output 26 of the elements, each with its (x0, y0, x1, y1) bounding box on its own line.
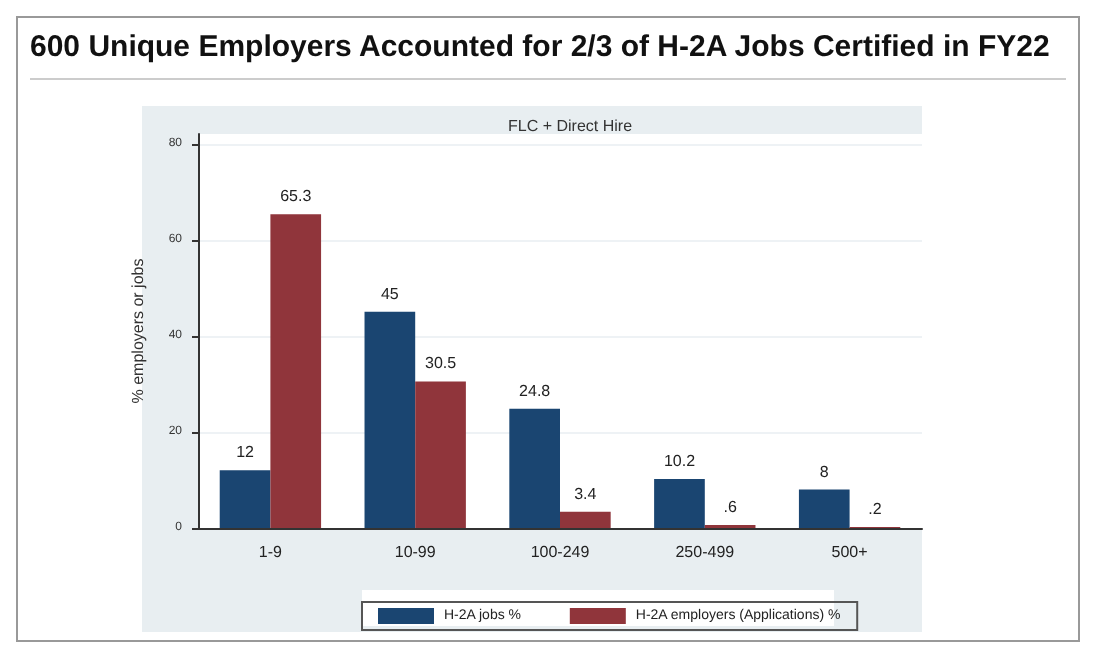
bar (654, 478, 705, 528)
data-label: 12 (236, 443, 256, 462)
y-axis-title: % employers or jobs (129, 258, 147, 404)
data-label: 3.4 (574, 484, 598, 503)
bar (415, 381, 466, 528)
x-tick-label: 500+ (831, 543, 869, 561)
data-label: 10.2 (663, 451, 697, 470)
data-label: 45 (380, 284, 400, 303)
data-label: 30.5 (424, 354, 458, 373)
data-label: .2 (868, 500, 883, 519)
x-tick-label: 10-99 (394, 543, 437, 561)
bar (798, 489, 850, 528)
data-label: .6 (723, 498, 738, 517)
data-label: 24.8 (519, 381, 552, 400)
bar (560, 511, 611, 528)
x-tick-label: 100-249 (530, 543, 591, 561)
bar (364, 311, 416, 528)
x-tick-label: 1-9 (258, 543, 284, 561)
bar (270, 214, 322, 528)
chart-title: 600 Unique Employers Accounted for 2/3 of H-2A Jobs Certified in FY22 (30, 30, 1050, 64)
bar (509, 408, 560, 528)
x-tick-label: 250-499 (675, 543, 736, 561)
data-label: 8 (819, 462, 830, 481)
data-label: 65.3 (280, 187, 313, 206)
bar (219, 470, 271, 528)
chart-subtitle: FLC + Direct Hire (507, 117, 634, 135)
